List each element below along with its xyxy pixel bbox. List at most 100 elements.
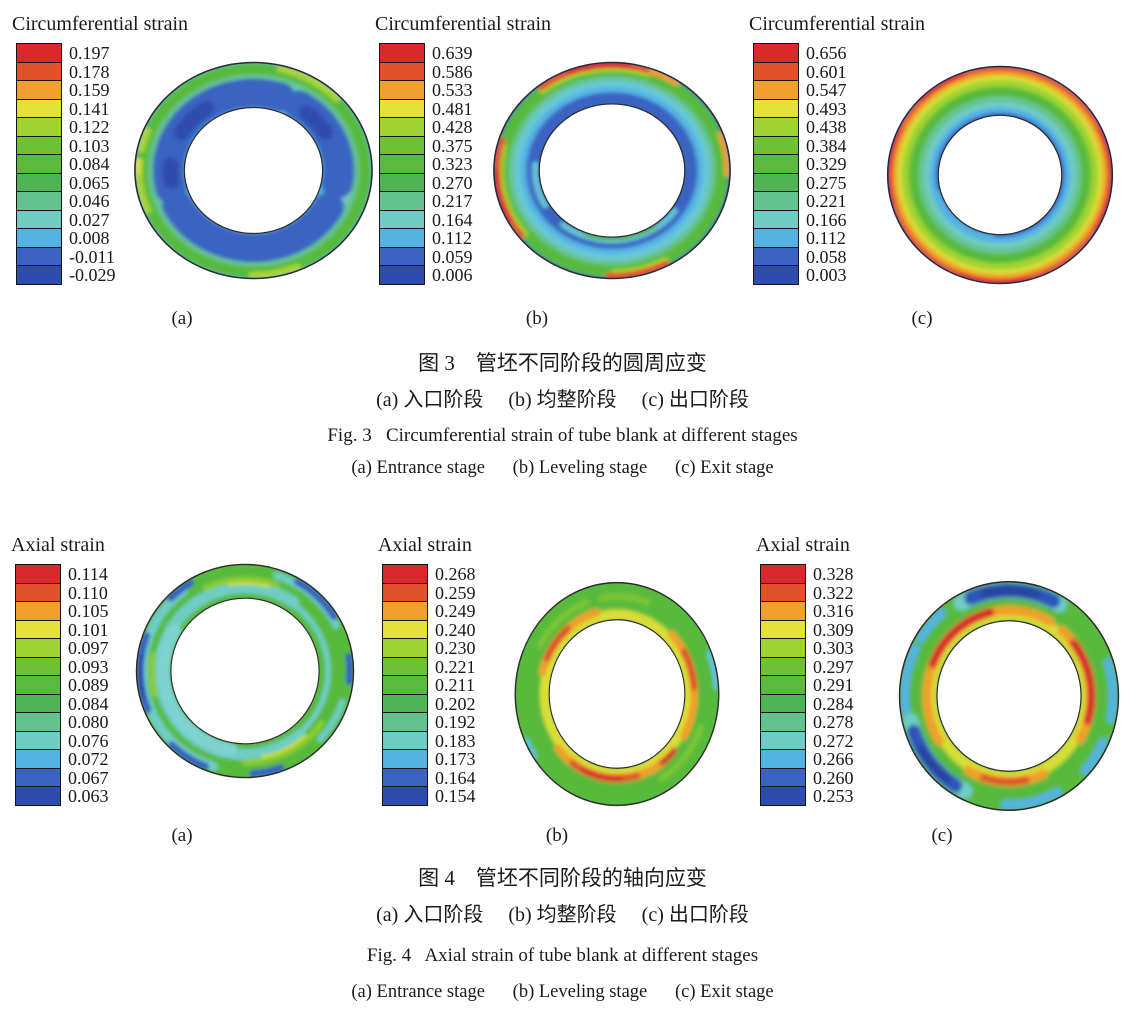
- legend-swatch: [382, 656, 428, 677]
- legend-value: 0.329: [806, 154, 847, 175]
- legend-value: 0.284: [813, 693, 854, 714]
- legend-swatch: [16, 246, 62, 267]
- legend-value: 0.438: [806, 117, 847, 138]
- legend-value: 0.084: [68, 693, 109, 714]
- legend-row: 0.211: [382, 675, 476, 696]
- legend-value: 0.065: [69, 172, 110, 193]
- legend-value: 0.493: [806, 98, 847, 119]
- legend-value: 0.114: [68, 564, 108, 585]
- legend-value: 0.006: [432, 265, 473, 286]
- legend-value: 0.076: [68, 730, 109, 751]
- legend-row: 0.266: [760, 749, 854, 770]
- legend-value: 0.533: [432, 80, 473, 101]
- legend-swatch: [382, 638, 428, 659]
- legend-row: 0.656: [753, 43, 925, 64]
- figure3-caption-zh-sub: (a) 入口阶段 (b) 均整阶段 (c) 出口阶段: [376, 389, 749, 411]
- legend-row: 0.217: [379, 191, 551, 212]
- legend-colorbar: 0.328 0.322 0.316 0.309 0.303 0.297 0.291 0.284…: [760, 564, 854, 807]
- legend-row: 0.110: [15, 582, 109, 603]
- legend-value: 0.141: [69, 98, 110, 119]
- legend-value: 0.164: [435, 767, 476, 788]
- legend-value: 0.322: [813, 582, 854, 603]
- legend-value: 0.656: [806, 43, 847, 64]
- figure3-caption-en-sub: (a) Entrance stage (b) Leveling stage (c…: [351, 458, 774, 478]
- legend-value: 0.260: [813, 767, 854, 788]
- legend-row: 0.303: [760, 638, 854, 659]
- legend-row: 0.202: [382, 693, 476, 714]
- legend-row: 0.076: [15, 730, 109, 751]
- legend-swatch: [760, 767, 806, 788]
- legend-row: -0.029: [16, 265, 188, 286]
- legend-swatch: [382, 675, 428, 696]
- legend-row: 0.093: [15, 656, 109, 677]
- legend-value: 0.058: [806, 246, 847, 267]
- legend-swatch: [382, 601, 428, 622]
- panel-label-fig3-c: (c): [911, 308, 933, 329]
- legend-value: 0.046: [69, 191, 110, 212]
- legend-row: 0.259: [382, 582, 476, 603]
- legend-swatch: [753, 154, 799, 175]
- legend-row: 0.316: [760, 601, 854, 622]
- legend-value: 0.101: [68, 619, 109, 640]
- legend-value: 0.112: [806, 228, 846, 249]
- legend-swatch: [15, 656, 61, 677]
- legend-swatch: [16, 209, 62, 230]
- legend-value: 0.110: [68, 582, 108, 603]
- legend-value: 0.173: [435, 749, 476, 770]
- legend-row: 0.173: [382, 749, 476, 770]
- legend-row: 0.003: [753, 265, 925, 286]
- legend-row: 0.284: [760, 693, 854, 714]
- legend-row: 0.481: [379, 98, 551, 119]
- legend-value: 0.105: [68, 601, 109, 622]
- legend-swatch: [15, 638, 61, 659]
- legend-value: 0.197: [69, 43, 110, 64]
- legend-value: 0.178: [69, 61, 110, 82]
- legend-colorbar: 0.639 0.586 0.533 0.481 0.428 0.375 0.323 0.270…: [379, 43, 551, 286]
- legend-title: Axial strain: [11, 534, 105, 556]
- legend-swatch: [15, 786, 61, 807]
- legend-fig3-b: Circumferential strain 0.639 0.586 0.533 0.…: [373, 12, 551, 286]
- legend-value: 0.323: [432, 154, 473, 175]
- legend-row: 0.183: [382, 730, 476, 751]
- legend-swatch: [379, 265, 425, 286]
- legend-value: 0.586: [432, 61, 473, 82]
- legend-value: 0.008: [69, 228, 110, 249]
- legend-value: 0.192: [435, 712, 476, 733]
- legend-swatch: [15, 693, 61, 714]
- legend-swatch: [760, 712, 806, 733]
- legend-title: Axial strain: [756, 534, 850, 556]
- panel-label-fig4-b: (b): [545, 825, 569, 846]
- strain-contour-fig3-leveling: [489, 58, 735, 283]
- legend-swatch: [760, 675, 806, 696]
- legend-fig3-a: Circumferential strain 0.197 0.178 0.159 0.…: [10, 12, 189, 286]
- legend-swatch: [16, 228, 62, 249]
- legend-row: 0.027: [16, 209, 188, 230]
- legend-row: 0.221: [753, 191, 925, 212]
- figure4-caption-zh-sub: (a) 入口阶段 (b) 均整阶段 (c) 出口阶段: [376, 904, 749, 926]
- legend-swatch: [760, 656, 806, 677]
- legend-title: Circumferential strain: [12, 13, 189, 35]
- legend-swatch: [753, 61, 799, 82]
- legend-row: 0.105: [15, 601, 109, 622]
- legend-row: 0.197: [16, 43, 188, 64]
- legend-swatch: [760, 786, 806, 807]
- legend-row: 0.639: [379, 43, 551, 64]
- strain-contour-fig4-leveling: [511, 578, 723, 810]
- legend-title: Axial strain: [378, 534, 472, 556]
- legend-swatch: [382, 767, 428, 788]
- legend-swatch: [15, 749, 61, 770]
- legend-swatch: [382, 749, 428, 770]
- legend-row: 0.240: [382, 619, 476, 640]
- legend-value: 0.249: [435, 601, 476, 622]
- legend-row: 0.428: [379, 117, 551, 138]
- legend-value: 0.303: [813, 638, 854, 659]
- panel-label-fig3-a: (a): [171, 308, 193, 329]
- legend-value: 0.309: [813, 619, 854, 640]
- legend-row: 0.547: [753, 80, 925, 101]
- legend-swatch: [379, 43, 425, 64]
- legend-row: -0.011: [16, 246, 188, 267]
- legend-value: 0.183: [435, 730, 476, 751]
- legend-swatch: [760, 582, 806, 603]
- legend-row: 0.230: [382, 638, 476, 659]
- legend-row: 0.112: [379, 228, 551, 249]
